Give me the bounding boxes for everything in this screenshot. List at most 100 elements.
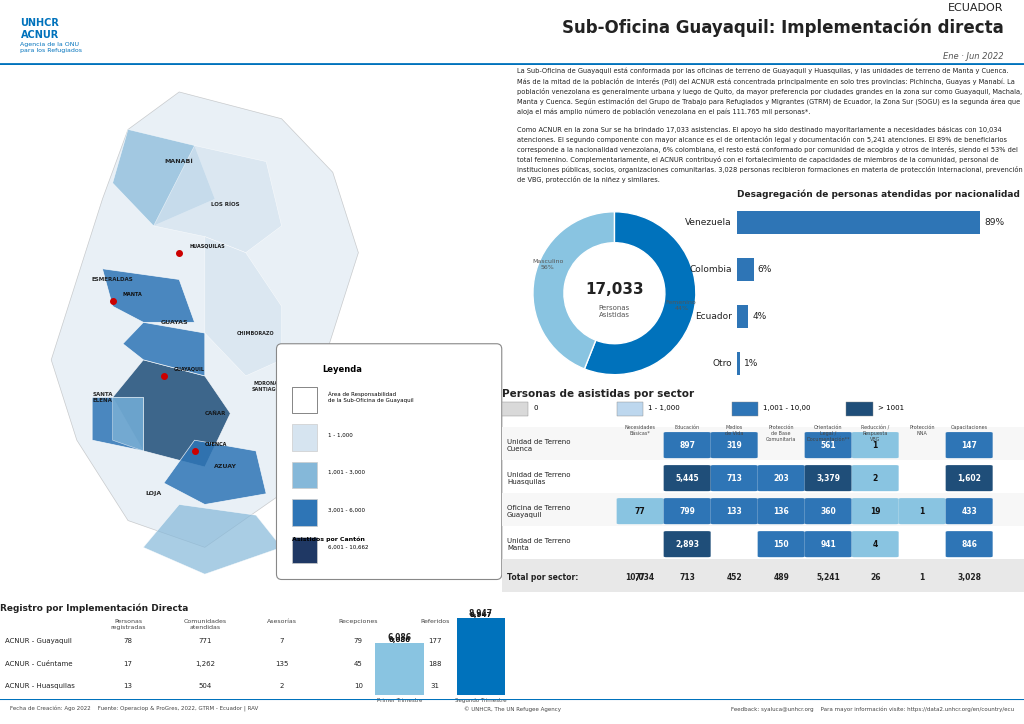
- Bar: [292, 424, 317, 451]
- Text: Personas
Asistidas: Personas Asistidas: [599, 305, 630, 318]
- Text: Ene · Jun 2022: Ene · Jun 2022: [943, 52, 1004, 61]
- Text: 433: 433: [962, 507, 977, 515]
- Text: Protección
NNA: Protección NNA: [909, 425, 935, 436]
- Text: MANTA: MANTA: [123, 292, 142, 297]
- FancyBboxPatch shape: [852, 531, 899, 557]
- Text: 3,028: 3,028: [957, 573, 981, 581]
- Text: 133: 133: [726, 507, 742, 515]
- FancyBboxPatch shape: [276, 344, 502, 579]
- Bar: [457, 618, 506, 695]
- Text: UNHCR
ACNUR: UNHCR ACNUR: [20, 18, 59, 40]
- Text: 561: 561: [820, 441, 836, 450]
- FancyBboxPatch shape: [711, 432, 758, 458]
- Bar: [847, 402, 872, 416]
- FancyBboxPatch shape: [946, 531, 992, 557]
- Text: 2,893: 2,893: [675, 539, 699, 549]
- Text: 5,445: 5,445: [676, 473, 699, 483]
- Text: 1,602: 1,602: [957, 473, 981, 483]
- Text: Unidad de Terreno
Manta: Unidad de Terreno Manta: [507, 538, 570, 551]
- Text: LOS RÍOS: LOS RÍOS: [211, 202, 240, 207]
- Text: Femenino
44%: Femenino 44%: [666, 300, 696, 311]
- FancyBboxPatch shape: [946, 498, 992, 524]
- Text: MANABÍ: MANABÍ: [165, 159, 194, 164]
- Text: Orientación
Legal /
Documentación**: Orientación Legal / Documentación**: [806, 425, 850, 442]
- Text: ECUADOR: ECUADOR: [948, 4, 1004, 13]
- Text: 1,001 - 3,000: 1,001 - 3,000: [328, 470, 365, 475]
- Text: Personas de asistidas por sector: Personas de asistidas por sector: [502, 390, 694, 399]
- Bar: [737, 211, 980, 235]
- Text: La Sub-Oficina de Guayaquil está conformada por las oficinas de terreno de Guaya: La Sub-Oficina de Guayaquil está conform…: [517, 68, 1023, 183]
- Text: 1: 1: [920, 507, 925, 515]
- Text: 504: 504: [199, 683, 211, 689]
- Text: GUAYAS: GUAYAS: [161, 320, 187, 325]
- Text: 319: 319: [726, 441, 742, 450]
- FancyBboxPatch shape: [758, 498, 805, 524]
- Text: Segundo Trimestre: Segundo Trimestre: [456, 699, 507, 704]
- Bar: [292, 387, 317, 413]
- Polygon shape: [143, 505, 282, 574]
- Text: 177: 177: [428, 639, 442, 644]
- Text: 1,001 - 10,00: 1,001 - 10,00: [763, 405, 810, 411]
- FancyBboxPatch shape: [852, 498, 899, 524]
- Text: 713: 713: [726, 473, 742, 483]
- Text: 771: 771: [198, 639, 212, 644]
- Text: 136: 136: [773, 507, 790, 515]
- Text: 188: 188: [428, 661, 442, 667]
- Text: 489: 489: [773, 573, 790, 581]
- FancyBboxPatch shape: [758, 531, 805, 557]
- Text: HUASQUILAS: HUASQUILAS: [189, 243, 225, 248]
- Polygon shape: [205, 237, 282, 376]
- Text: 150: 150: [773, 539, 788, 549]
- Text: Fecha de Creación: Ago 2022    Fuente: Operaciop & ProGres, 2022, GTRM - Ecuador: Fecha de Creación: Ago 2022 Fuente: Oper…: [10, 706, 258, 712]
- Text: 78: 78: [124, 639, 132, 644]
- Text: Personas
registradas: Personas registradas: [111, 619, 145, 630]
- Text: 1,262: 1,262: [195, 661, 215, 667]
- Text: GUAYAQUIL: GUAYAQUIL: [174, 366, 205, 371]
- Text: 1: 1: [872, 441, 878, 450]
- Text: Área de Responsabilidad
de la Sub-Oficina de Guayaquil: Área de Responsabilidad de la Sub-Oficin…: [328, 392, 414, 403]
- Text: LOJA: LOJA: [145, 492, 162, 496]
- Text: Asesorías: Asesorías: [266, 619, 297, 624]
- Text: 17,033: 17,033: [585, 282, 644, 297]
- Text: Leyenda: Leyenda: [323, 365, 362, 374]
- FancyBboxPatch shape: [758, 465, 805, 491]
- FancyBboxPatch shape: [805, 465, 852, 491]
- Text: 360: 360: [820, 507, 836, 515]
- FancyBboxPatch shape: [946, 432, 992, 458]
- Polygon shape: [113, 360, 230, 467]
- Text: 6,001 - 10,662: 6,001 - 10,662: [328, 545, 369, 550]
- Polygon shape: [92, 397, 143, 451]
- FancyBboxPatch shape: [899, 498, 946, 524]
- Text: ACNUR - Huasquilas: ACNUR - Huasquilas: [5, 683, 75, 689]
- Text: 6%: 6%: [758, 265, 772, 274]
- FancyBboxPatch shape: [616, 498, 664, 524]
- Text: Total por sector:: Total por sector:: [507, 573, 579, 581]
- Bar: [737, 305, 749, 329]
- Text: 89%: 89%: [984, 218, 1005, 227]
- Text: Medios
de Vida: Medios de Vida: [725, 425, 743, 436]
- Text: Unidad de Terreno
Huasquilas: Unidad de Terreno Huasquilas: [507, 471, 570, 484]
- Text: 799: 799: [679, 507, 695, 515]
- Text: 3,001 - 6,000: 3,001 - 6,000: [328, 508, 365, 513]
- Text: ACNUR - Guayaquil: ACNUR - Guayaquil: [5, 639, 72, 644]
- Text: 77: 77: [635, 507, 645, 515]
- Text: 2: 2: [872, 473, 878, 483]
- Text: 7: 7: [280, 639, 284, 644]
- Text: Registro por Implementación Directa: Registro por Implementación Directa: [0, 604, 188, 613]
- Wedge shape: [585, 211, 696, 374]
- Bar: [616, 402, 643, 416]
- Text: Desagregación de personas atendidas por nacionalidad: Desagregación de personas atendidas por …: [737, 190, 1020, 199]
- Text: ESMERALDAS: ESMERALDAS: [92, 277, 133, 282]
- FancyBboxPatch shape: [664, 498, 711, 524]
- FancyBboxPatch shape: [805, 531, 852, 557]
- Bar: [737, 258, 754, 282]
- Wedge shape: [532, 211, 614, 369]
- Text: 4: 4: [872, 539, 878, 549]
- Text: 31: 31: [431, 683, 439, 689]
- Bar: [292, 499, 317, 526]
- Text: Referidos: Referidos: [421, 619, 450, 624]
- Text: Venezuela: Venezuela: [685, 218, 732, 227]
- Text: 2: 2: [280, 683, 284, 689]
- Text: 452: 452: [726, 573, 742, 581]
- FancyBboxPatch shape: [664, 432, 711, 458]
